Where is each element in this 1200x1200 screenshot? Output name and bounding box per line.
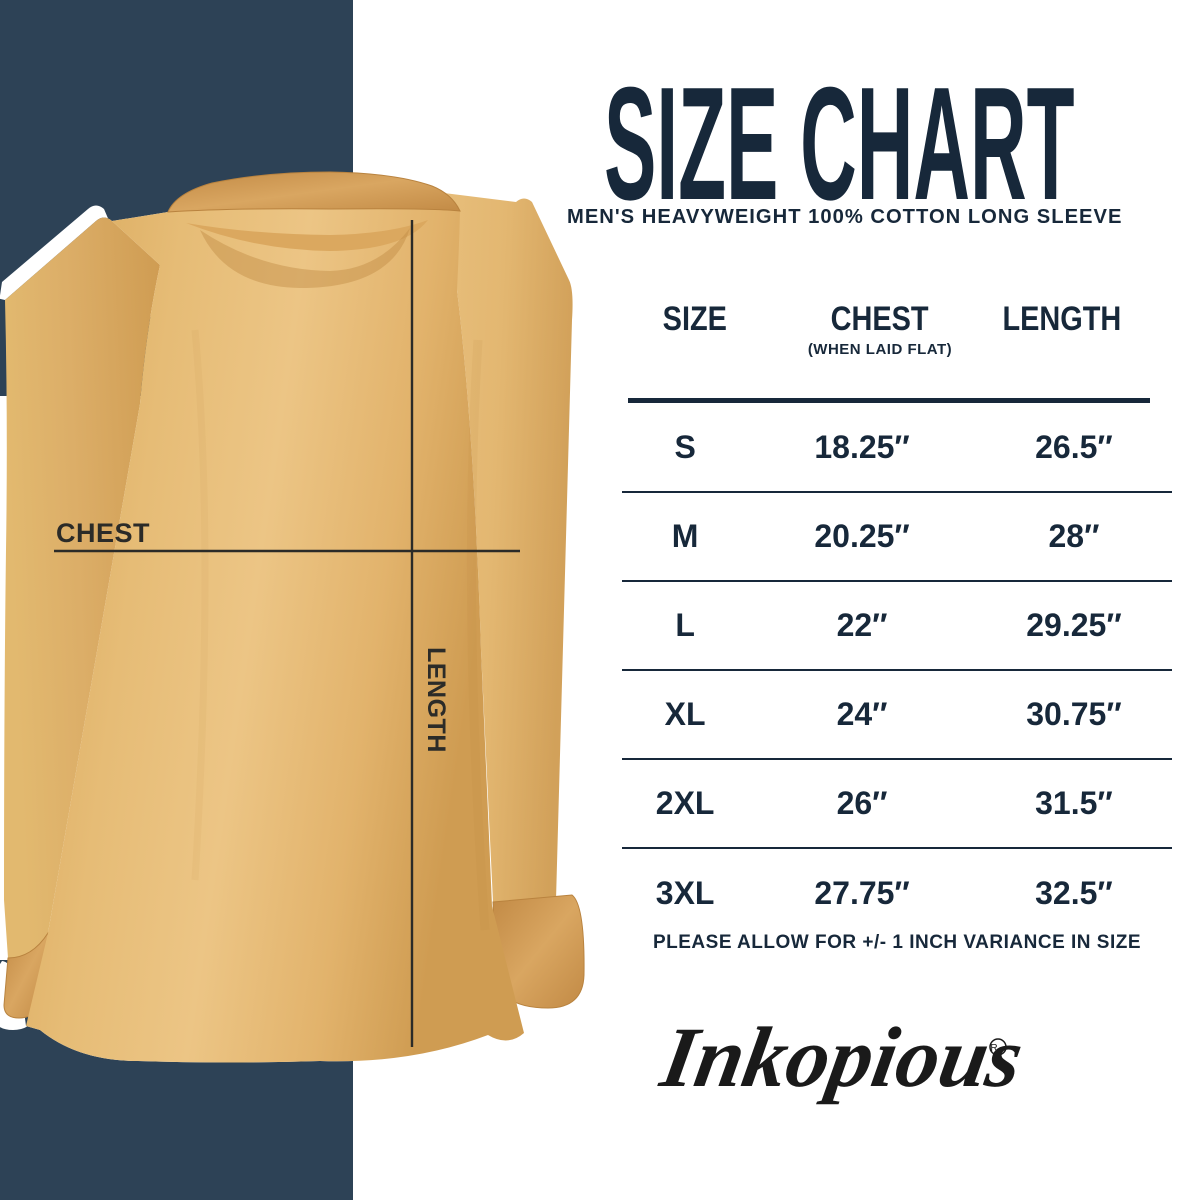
- svg-text:LENGTH: LENGTH: [422, 647, 450, 753]
- svg-text:CHEST: CHEST: [56, 518, 150, 548]
- svg-text:R: R: [990, 1043, 997, 1054]
- svg-text:Inkopious: Inkopious: [655, 1010, 1030, 1105]
